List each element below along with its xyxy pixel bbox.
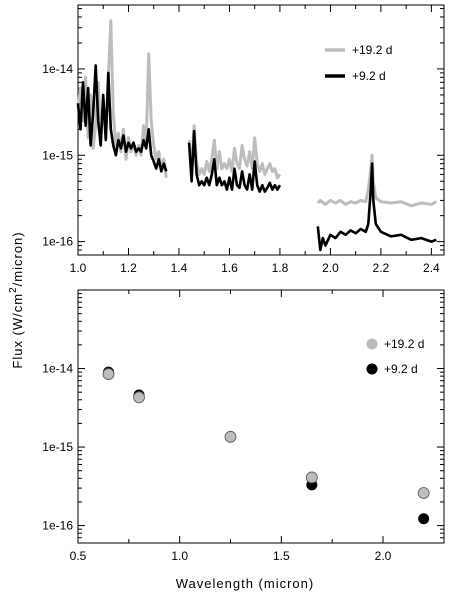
spectrum-series-line-day9-seg1	[76, 64, 168, 173]
spectrum-x-tick-label: 1.4	[171, 261, 188, 275]
spectrum-legend-label: +19.2 d	[352, 43, 392, 57]
photometry-legend-label: +9.2 d	[384, 362, 418, 376]
spectrum-series-line-day9-seg2	[187, 129, 282, 193]
photometry-panel: 0.5 1.0 1.5 2.0 1e-16 1e-15 1e-14 +19.2 d +9.2 d	[42, 289, 445, 563]
y-axis-title-main: Flux (W/cm	[10, 293, 25, 369]
photometry-legend-label: +19.2 d	[384, 337, 424, 351]
spectrum-series-line-day9-seg3	[316, 162, 437, 252]
spectrum-legend-label: +9.2 d	[352, 69, 386, 83]
spectrum-series-line-day19-seg2	[187, 124, 282, 180]
photometry-point-day19	[224, 430, 237, 443]
spectrum-series-line-day19-seg3	[316, 153, 438, 208]
photometry-x-tick-label: 1.0	[171, 549, 188, 563]
spectrum-x-tick-label: 2.4	[423, 261, 440, 275]
spectrum-x-tick-label: 1.6	[221, 261, 238, 275]
spectrum-x-tick-label: 1.0	[70, 261, 87, 275]
x-axis-title: Wavelength (micron)	[176, 576, 314, 591]
photometry-y-tick-label: 1e-15	[42, 440, 73, 454]
photometry-legend-marker	[366, 363, 378, 375]
photometry-legend-marker	[366, 338, 378, 350]
photometry-point-day19	[305, 471, 318, 484]
spectrum-x-tick-label: 1.8	[272, 261, 289, 275]
photometry-y-tick-label: 1e-14	[42, 362, 73, 376]
spectrum-y-tick-label: 1e-15	[42, 148, 73, 162]
photometry-legend: +19.2 d +9.2 d	[366, 337, 424, 376]
photometry-point-day19	[102, 368, 115, 380]
spectrum-frame	[77, 4, 445, 256]
spectrum-x-tick-label: 1.2	[120, 261, 137, 275]
photometry-point-day19	[133, 391, 145, 404]
spectrum-y-tick-label: 1e-14	[42, 62, 73, 76]
spectrum-legend: +19.2 d +9.2 d	[325, 43, 392, 83]
y-axis-title-tail: /micron)	[10, 231, 25, 286]
photometry-x-tick-label: 1.5	[273, 549, 290, 563]
y-axis-title-sup: 2	[8, 286, 19, 293]
spectrum-x-tick-label: 2.0	[322, 261, 339, 275]
photometry-point-day9	[418, 513, 430, 525]
y-axis-title: Flux (W/cm2/micron)	[8, 231, 25, 368]
spectrum-y-tick-label: 1e-16	[42, 235, 73, 249]
photometry-point-day19	[417, 487, 430, 499]
spectrum-x-tick-label: 2.2	[373, 261, 390, 275]
photometry-frame	[77, 289, 445, 544]
photometry-y-tick-label: 1e-16	[42, 519, 73, 533]
photometry-x-tick-label: 2.0	[375, 549, 392, 563]
spectrum-series-line-day19-seg1	[76, 19, 168, 178]
spectrum-panel: 1.0 1.2 1.4 1.6 1.8 2.0 2.2 2.4 1e-16 1e-15 1e-14 +…	[42, 4, 445, 275]
photometry-x-tick-label: 0.5	[70, 549, 87, 563]
